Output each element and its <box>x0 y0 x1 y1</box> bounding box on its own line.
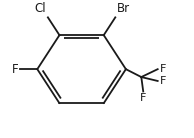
Text: F: F <box>11 63 18 76</box>
Text: F: F <box>140 93 146 103</box>
Text: F: F <box>160 63 166 74</box>
Text: Cl: Cl <box>34 2 46 15</box>
Text: Br: Br <box>117 2 130 15</box>
Text: F: F <box>160 76 166 86</box>
